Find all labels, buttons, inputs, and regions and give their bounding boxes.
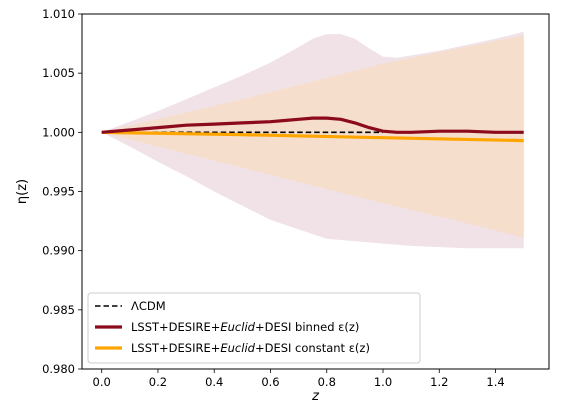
x-axis-ticks: 0.0 0.2 0.4 0.6 0.8 1.0 1.2 1.4 [93,369,505,389]
series-line-1 [101,116,524,134]
series-lines [101,116,524,143]
y-tick-label: 0.980 [42,362,75,376]
series-line-2 [101,130,524,143]
y-axis-ticks: 0.980 0.985 0.990 0.995 1.000 1.005 1.010 [42,7,82,376]
y-tick-label: 0.985 [42,303,75,317]
y-tick-label: 1.005 [42,66,75,80]
y-tick-label: 1.000 [42,125,75,139]
legend-label-2: LSST+DESIRE+Euclid+DESI constant ε(z) [131,341,370,355]
x-tick-label: 1.4 [486,375,504,389]
legend-label-1: LSST+DESIRE+Euclid+DESI binned ε(z) [131,320,359,334]
x-tick-label: 1.0 [374,375,392,389]
x-tick-label: 1.2 [430,375,448,389]
legend-label-0: ΛCDM [131,299,166,313]
legend-box [87,292,421,364]
y-tick-label: 1.010 [42,7,75,21]
x-tick-label: 0.2 [149,375,167,389]
legend: ΛCDM LSST+DESIRE+Euclid+DESI binned ε(z) L… [87,292,421,364]
y-tick-label: 0.995 [42,185,75,199]
y-axis-label: η(z) [15,179,30,204]
x-tick-label: 0.6 [261,375,279,389]
x-tick-label: 0.0 [93,375,111,389]
x-tick-label: 0.8 [318,375,336,389]
y-tick-label: 0.990 [42,244,75,258]
x-tick-label: 0.4 [205,375,223,389]
x-axis-label: z [311,389,320,404]
